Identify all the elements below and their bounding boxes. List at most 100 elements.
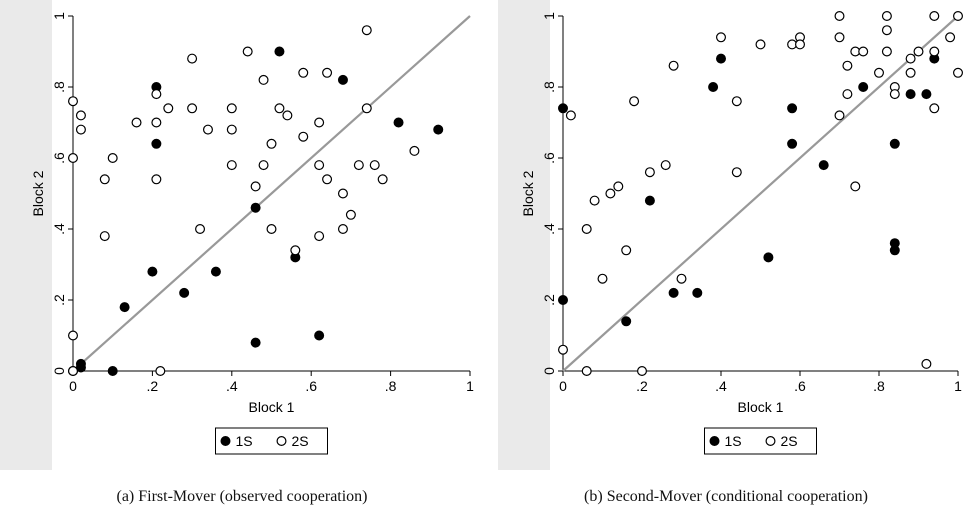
data-point-2s bbox=[921, 358, 932, 369]
data-point-2s bbox=[187, 103, 198, 114]
x-tick-label: .4 bbox=[715, 378, 727, 394]
data-point-2s bbox=[731, 96, 742, 107]
legend-marker-2s bbox=[276, 436, 287, 447]
data-point-2s bbox=[834, 32, 845, 43]
data-point-2s bbox=[842, 89, 853, 100]
y-tick-label: .2 bbox=[541, 294, 557, 306]
data-point-2s bbox=[929, 46, 940, 57]
data-point-2s bbox=[668, 60, 679, 71]
y-axis-title: Block 2 bbox=[520, 170, 536, 216]
data-point-2s bbox=[67, 366, 78, 377]
data-point-1s bbox=[716, 53, 727, 64]
data-point-2s bbox=[834, 11, 845, 22]
data-point-2s bbox=[874, 67, 885, 78]
data-point-1s bbox=[557, 103, 568, 114]
diagonal-reference-line bbox=[72, 15, 471, 372]
data-point-2s bbox=[929, 103, 940, 114]
y-axis-title: Block 2 bbox=[30, 170, 46, 216]
data-point-1s bbox=[179, 287, 190, 298]
data-point-2s bbox=[913, 46, 924, 57]
data-point-1s bbox=[75, 362, 86, 373]
data-point-2s bbox=[187, 53, 198, 64]
y-tick-label: 0 bbox=[541, 367, 557, 375]
data-point-2s bbox=[274, 103, 285, 114]
data-point-2s bbox=[905, 67, 916, 78]
data-point-1s bbox=[210, 266, 221, 277]
data-point-2s bbox=[881, 25, 892, 36]
data-point-2s bbox=[613, 181, 624, 192]
x-tick-label: .4 bbox=[226, 378, 238, 394]
data-point-2s bbox=[731, 167, 742, 178]
data-point-2s bbox=[589, 195, 600, 206]
data-point-2s bbox=[581, 224, 592, 235]
data-point-1s bbox=[151, 138, 162, 149]
data-point-1s bbox=[889, 245, 900, 256]
data-point-2s bbox=[361, 25, 372, 36]
data-point-2s bbox=[905, 53, 916, 64]
data-point-2s bbox=[314, 160, 325, 171]
data-point-2s bbox=[75, 110, 86, 121]
x-tick-label: .6 bbox=[794, 378, 806, 394]
legend-label: 1S bbox=[725, 433, 742, 449]
data-point-2s bbox=[605, 188, 616, 199]
data-point-2s bbox=[637, 366, 648, 377]
data-point-2s bbox=[226, 124, 237, 135]
data-point-2s bbox=[834, 110, 845, 121]
data-point-1s bbox=[250, 202, 261, 213]
data-point-2s bbox=[258, 74, 269, 85]
diagonal-reference-line bbox=[562, 15, 959, 372]
legend-label: 2S bbox=[292, 433, 309, 449]
data-point-1s bbox=[921, 89, 932, 100]
data-point-1s bbox=[274, 46, 285, 57]
y-tick-label: .6 bbox=[541, 152, 557, 164]
data-point-2s bbox=[629, 96, 640, 107]
data-point-1s bbox=[763, 252, 774, 263]
panel-second-mover: 0 .2 .4 .6 .8 1 0 .2 .4 .6 .8 1 Block 1 Block 2 1S 2S (… bbox=[484, 0, 968, 519]
y-tick-label: 0 bbox=[51, 367, 67, 375]
panel-first-mover: 0 .2 .4 .6 .8 1 0 .2 .4 .6 .8 1 Block 1 Block 2 1S 2S (… bbox=[0, 0, 476, 505]
data-point-2s bbox=[621, 245, 632, 256]
scatter-chart-first-mover: 0 .2 .4 .6 .8 1 0 .2 .4 .6 .8 1 Block 1 Block 2 1S 2S bbox=[30, 0, 476, 470]
plot-area bbox=[550, 0, 968, 470]
legend-label: 1S bbox=[236, 433, 253, 449]
data-point-2s bbox=[929, 11, 940, 22]
data-point-2s bbox=[889, 89, 900, 100]
legend: 1S 2S bbox=[215, 427, 328, 455]
data-point-1s bbox=[337, 74, 348, 85]
data-point-2s bbox=[660, 160, 671, 171]
x-axis-title: Block 1 bbox=[738, 399, 784, 415]
x-tick-label: .8 bbox=[873, 378, 885, 394]
data-point-1s bbox=[621, 316, 632, 327]
data-point-1s bbox=[668, 287, 679, 298]
legend: 1S 2S bbox=[704, 427, 817, 455]
data-point-2s bbox=[369, 160, 380, 171]
data-point-1s bbox=[787, 138, 798, 149]
legend-box bbox=[704, 427, 817, 455]
x-tick-label: .2 bbox=[147, 378, 159, 394]
data-point-2s bbox=[290, 245, 301, 256]
data-point-1s bbox=[119, 302, 130, 313]
data-point-2s bbox=[953, 11, 964, 22]
scatter-chart-second-mover: 0 .2 .4 .6 .8 1 0 .2 .4 .6 .8 1 Block 1 Block 2 1S 2S bbox=[520, 0, 968, 470]
data-point-2s bbox=[107, 153, 118, 164]
data-point-2s bbox=[298, 67, 309, 78]
data-point-2s bbox=[581, 366, 592, 377]
data-point-1s bbox=[889, 138, 900, 149]
y-tick-label: .8 bbox=[51, 81, 67, 93]
data-point-2s bbox=[361, 103, 372, 114]
data-point-2s bbox=[282, 110, 293, 121]
data-point-2s bbox=[67, 330, 78, 341]
data-point-1s bbox=[644, 195, 655, 206]
data-point-2s bbox=[258, 160, 269, 171]
data-point-2s bbox=[266, 224, 277, 235]
data-point-2s bbox=[644, 167, 655, 178]
data-point-1s bbox=[787, 103, 798, 114]
data-point-2s bbox=[842, 60, 853, 71]
data-point-2s bbox=[163, 103, 174, 114]
legend-marker-1s bbox=[709, 436, 720, 447]
data-point-1s bbox=[314, 330, 325, 341]
x-tick-label: 0 bbox=[559, 378, 567, 394]
data-point-2s bbox=[75, 124, 86, 135]
data-point-2s bbox=[67, 96, 78, 107]
data-point-2s bbox=[131, 117, 142, 128]
